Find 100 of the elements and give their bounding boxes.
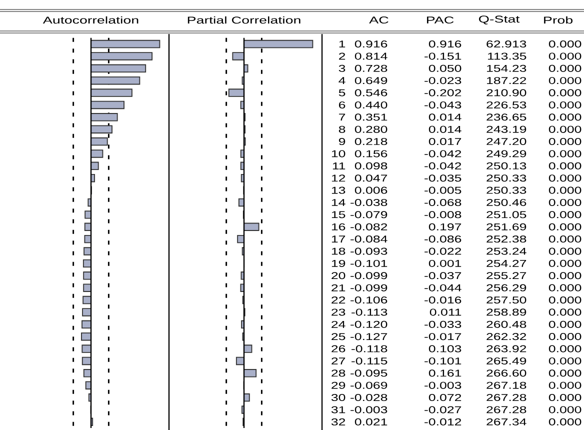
y-tick-label: 6 (339, 101, 346, 108)
text: 0.000 (548, 308, 582, 316)
text: 267.28 (486, 406, 526, 414)
text: 253.24 (486, 248, 526, 255)
text: 254.27 (486, 260, 526, 267)
y-tick-label: 19 (332, 260, 346, 267)
data-label: 0.197 (428, 223, 462, 230)
data-label: -0.113 (352, 308, 388, 316)
text: 249.29 (486, 150, 526, 158)
data-label: 0.218 (354, 138, 388, 146)
data-label: -0.127 (350, 333, 388, 340)
y-tick-label: 25 (332, 333, 346, 340)
data-label: -0.079 (350, 211, 388, 218)
data-label: 0.072 (428, 394, 462, 402)
y-tick-label: 23 (332, 308, 346, 316)
text: 0.000 (548, 406, 582, 414)
data-label: 0.017 (428, 138, 462, 146)
y-tick-label: 8 (338, 126, 346, 133)
data-label: -0.095 (350, 370, 388, 377)
text: Q-Stat (479, 16, 520, 24)
text: 62.913 (486, 40, 526, 48)
text: 0.000 (548, 418, 582, 426)
text: 0.000 (548, 138, 582, 146)
y-tick-label: 31 (331, 406, 346, 414)
data-label: -0.118 (352, 345, 388, 352)
text: Prob (544, 16, 573, 24)
y-tick-label: 9 (338, 138, 346, 146)
text: 0.000 (548, 394, 582, 402)
text: 0.000 (548, 114, 582, 121)
data-label: -0.101 (424, 357, 462, 364)
data-label: -0.068 (424, 198, 462, 206)
data-label: -0.037 (424, 272, 462, 280)
data-label: 0.546 (354, 89, 388, 96)
data-label: 0.014 (428, 114, 462, 121)
text: 0.000 (548, 52, 582, 60)
text: 267.28 (486, 394, 526, 402)
text: 0.000 (548, 162, 582, 170)
data-label: 0.156 (354, 150, 388, 158)
data-label: -0.042 (424, 162, 462, 170)
text: 257.50 (486, 296, 526, 304)
data-label: -0.082 (350, 223, 388, 230)
y-tick-label: 24 (332, 320, 346, 328)
y-tick-label: 7 (339, 114, 346, 121)
text: 0.000 (548, 174, 582, 182)
y-tick-label: 30 (331, 394, 346, 402)
text: 262.32 (486, 333, 526, 340)
text: 0.000 (548, 186, 582, 194)
data-label: 0.047 (354, 174, 388, 182)
text: 226.53 (486, 101, 526, 108)
text: 0.000 (548, 272, 582, 280)
y-tick-label: 15 (332, 211, 346, 218)
data-label: 0.098 (354, 162, 388, 170)
data-label: 0.161 (428, 370, 462, 377)
data-label: -0.084 (350, 236, 388, 243)
chart-title: Autocorrelation (42, 16, 138, 24)
text: 0.000 (548, 40, 582, 48)
text: 0.000 (548, 284, 582, 292)
text: 266.60 (486, 370, 526, 377)
y-tick-label: 32 (331, 418, 346, 426)
data-label: -0.042 (424, 150, 462, 158)
text: 260.48 (486, 320, 526, 328)
text: 0.000 (548, 382, 582, 389)
data-label: -0.099 (350, 284, 388, 292)
data-label: -0.028 (350, 394, 388, 402)
text: 250.13 (486, 162, 526, 170)
y-tick-label: 1 (339, 40, 346, 48)
text: 265.49 (486, 357, 526, 364)
data-label: -0.003 (424, 382, 462, 389)
data-label: -0.106 (350, 296, 388, 304)
text: 0.000 (548, 333, 582, 340)
data-label: 0.001 (428, 260, 462, 267)
data-label: 0.014 (428, 126, 462, 133)
text: 0.000 (548, 248, 582, 255)
text: AC (369, 16, 388, 24)
text: 0.000 (548, 198, 582, 206)
text: 252.38 (486, 236, 526, 243)
y-tick-label: 4 (338, 77, 346, 84)
text: 0.000 (548, 64, 582, 72)
data-label: -0.003 (350, 406, 388, 414)
text: 250.33 (486, 174, 526, 182)
text: 113.35 (488, 52, 526, 60)
text: 0.000 (548, 77, 582, 84)
data-label: -0.038 (350, 198, 388, 206)
data-label: 0.011 (430, 308, 462, 316)
data-label: 0.021 (354, 418, 388, 426)
text: 247.20 (486, 138, 526, 146)
data-label: -0.023 (424, 77, 462, 84)
data-label: 0.916 (428, 40, 462, 48)
text: 0.000 (548, 236, 582, 243)
data-label: 0.916 (354, 40, 388, 48)
y-tick-label: 17 (332, 236, 346, 242)
text: 0.000 (548, 357, 582, 364)
data-label: -0.099 (350, 272, 388, 280)
y-tick-label: 27 (332, 358, 346, 364)
data-label: -0.044 (424, 284, 462, 292)
text: 255.27 (486, 272, 526, 280)
data-label: -0.012 (424, 418, 462, 426)
text: 0.000 (548, 260, 582, 267)
y-tick-label: 13 (332, 186, 346, 194)
y-tick-label: 2 (339, 52, 346, 60)
